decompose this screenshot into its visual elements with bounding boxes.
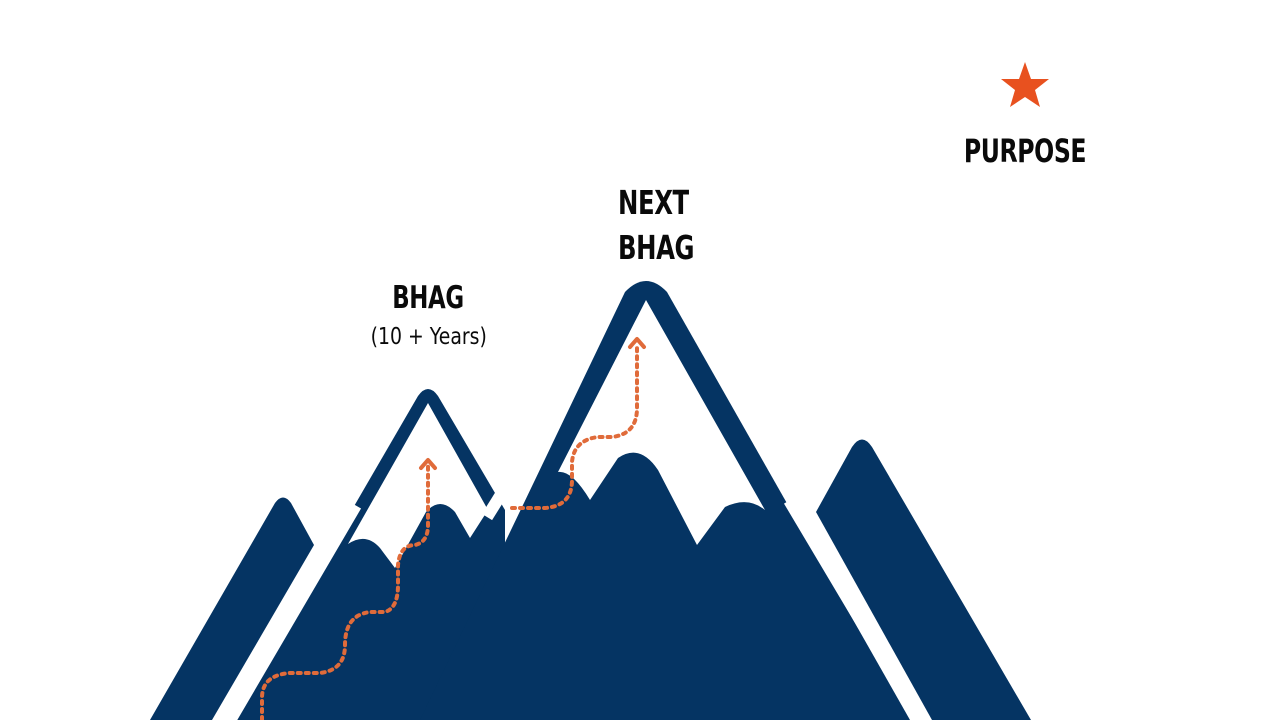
climbing-path-upper [510, 343, 639, 510]
mountain-separator-left [221, 501, 362, 720]
star-icon [1001, 62, 1049, 107]
climbing-path [260, 463, 430, 720]
mountain-separator-right [783, 496, 929, 720]
right-small-mountain [816, 439, 1031, 720]
next-bhag-label-line2: BHAG [618, 228, 695, 267]
left-small-mountain [150, 497, 314, 720]
mountain-separator-mid [481, 484, 511, 521]
purpose-label: PURPOSE [963, 132, 1087, 170]
arrow-up-icon [628, 337, 646, 349]
bhag-label: BHAG [392, 280, 464, 316]
arrow-up-icon [419, 458, 437, 470]
next-bhag-mountain-snowcap [558, 300, 765, 545]
next-bhag-mountain-outline [420, 281, 910, 720]
next-bhag-label-line1: NEXT [618, 183, 689, 222]
bhag-mountain-snowcap [348, 403, 488, 568]
bhag-timeframe-label: (10 + Years) [370, 324, 487, 350]
